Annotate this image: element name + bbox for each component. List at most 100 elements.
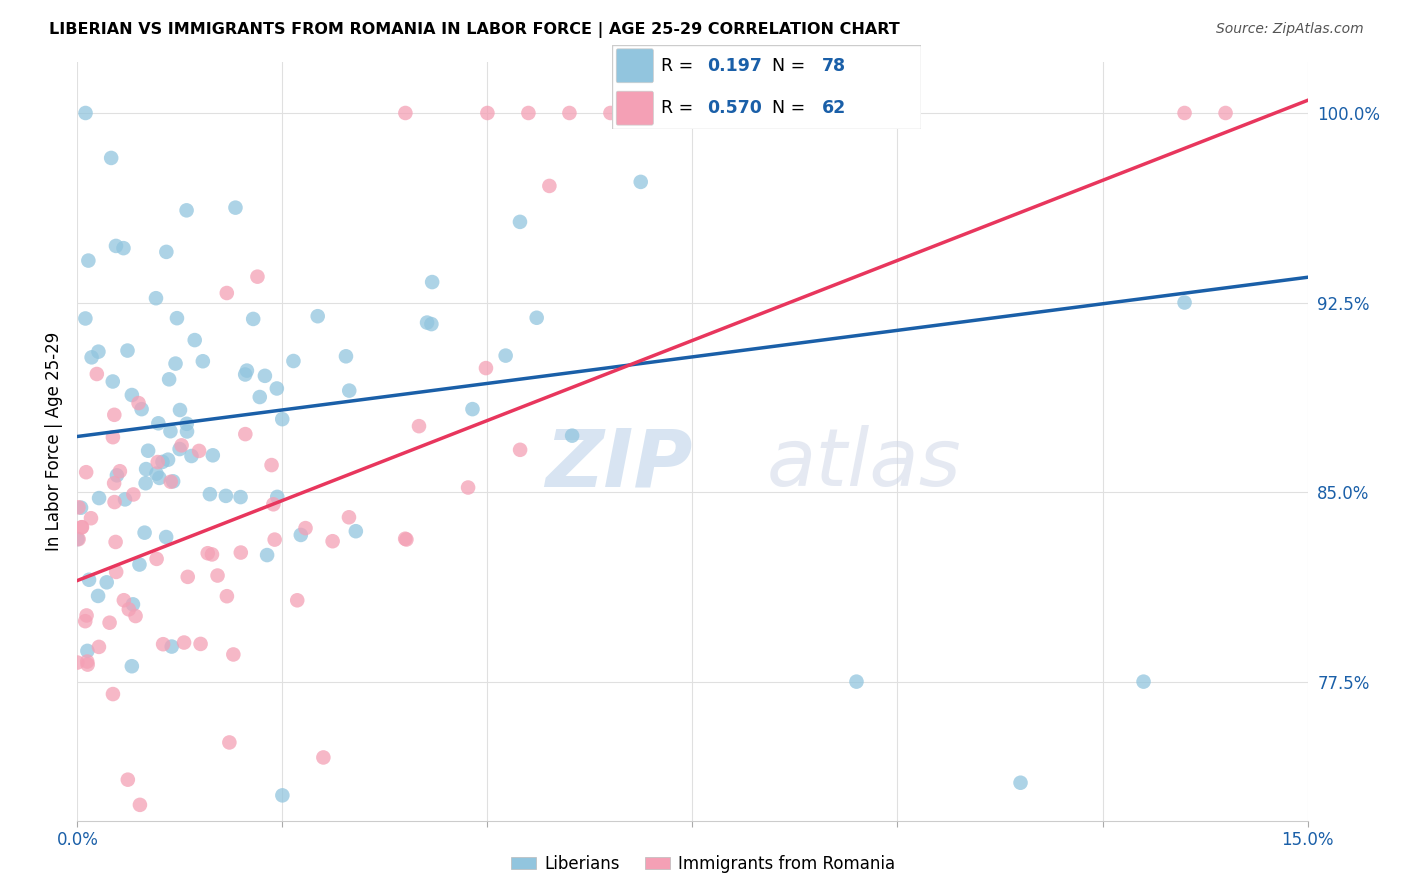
Point — [1132, 674, 1154, 689]
Point — [201, 448, 224, 462]
Point — [845, 674, 868, 689]
Point — [75, 106, 97, 120]
Point — [640, 106, 662, 120]
Point — [190, 637, 212, 651]
Text: R =: R = — [661, 99, 699, 117]
Point — [145, 552, 167, 566]
Point — [80, 511, 103, 525]
Text: Source: ZipAtlas.com: Source: ZipAtlas.com — [1216, 22, 1364, 37]
Point — [170, 438, 193, 452]
Point — [337, 384, 360, 398]
Point — [148, 417, 170, 431]
Point — [176, 417, 198, 431]
Point — [103, 408, 125, 422]
Point — [112, 241, 135, 255]
Point — [242, 312, 264, 326]
Point — [509, 442, 531, 457]
Point — [108, 464, 131, 478]
Point — [66, 656, 89, 670]
Point — [509, 215, 531, 229]
FancyBboxPatch shape — [616, 49, 654, 83]
Point — [122, 598, 145, 612]
Point — [180, 449, 202, 463]
Point — [271, 789, 294, 803]
Point — [266, 382, 288, 396]
Point — [233, 427, 256, 442]
Point — [222, 648, 245, 662]
Point — [263, 533, 285, 547]
Point — [201, 548, 224, 562]
Point — [229, 490, 252, 504]
Point — [105, 565, 128, 579]
Point — [394, 532, 416, 546]
Point — [136, 443, 159, 458]
Point — [249, 390, 271, 404]
Point — [129, 797, 152, 812]
Point — [76, 608, 98, 623]
Point — [517, 106, 540, 120]
Text: N =: N = — [772, 57, 811, 75]
Point — [159, 475, 181, 489]
Point — [104, 239, 127, 253]
Point — [104, 535, 127, 549]
FancyBboxPatch shape — [612, 45, 921, 129]
Point — [117, 343, 139, 358]
Point — [67, 500, 90, 515]
Point — [145, 291, 167, 305]
Point — [118, 602, 141, 616]
Point — [1010, 776, 1032, 790]
Point — [87, 491, 110, 505]
Point — [283, 354, 305, 368]
Point — [135, 476, 157, 491]
Text: 0.570: 0.570 — [707, 99, 762, 117]
Legend: Liberians, Immigrants from Romania: Liberians, Immigrants from Romania — [505, 848, 901, 880]
Point — [215, 285, 238, 300]
Point — [1215, 106, 1237, 120]
Point — [101, 375, 124, 389]
Point — [177, 570, 200, 584]
Point — [121, 659, 143, 673]
Point — [112, 593, 135, 607]
Point — [395, 533, 418, 547]
Point — [131, 402, 153, 417]
Point — [682, 106, 704, 120]
Point — [1174, 106, 1197, 120]
Point — [160, 640, 183, 654]
Point — [87, 344, 110, 359]
Point — [335, 349, 357, 363]
Point — [461, 402, 484, 417]
Point — [271, 412, 294, 426]
Point — [86, 367, 108, 381]
Text: 62: 62 — [823, 99, 846, 117]
Point — [477, 106, 499, 120]
Point — [233, 368, 256, 382]
Point — [114, 492, 136, 507]
Point — [155, 530, 177, 544]
Point — [70, 520, 93, 534]
Point — [218, 735, 240, 749]
Point — [260, 458, 283, 472]
Point — [152, 455, 174, 469]
Point — [157, 452, 180, 467]
Point — [266, 490, 288, 504]
Point — [344, 524, 367, 539]
Point — [128, 558, 150, 572]
Point — [262, 497, 284, 511]
Point — [87, 640, 110, 654]
Point — [176, 425, 198, 439]
Point — [457, 481, 479, 495]
Point — [538, 178, 561, 193]
Point — [76, 644, 98, 658]
Point — [148, 471, 170, 485]
Point — [87, 589, 110, 603]
Point — [98, 615, 121, 630]
Point — [70, 500, 93, 515]
Point — [75, 311, 97, 326]
Text: ZIP: ZIP — [546, 425, 692, 503]
Point — [66, 532, 89, 546]
Point — [146, 455, 169, 469]
Text: 78: 78 — [823, 57, 846, 75]
Text: 0.197: 0.197 — [707, 57, 762, 75]
Point — [253, 368, 276, 383]
Point — [285, 593, 308, 607]
